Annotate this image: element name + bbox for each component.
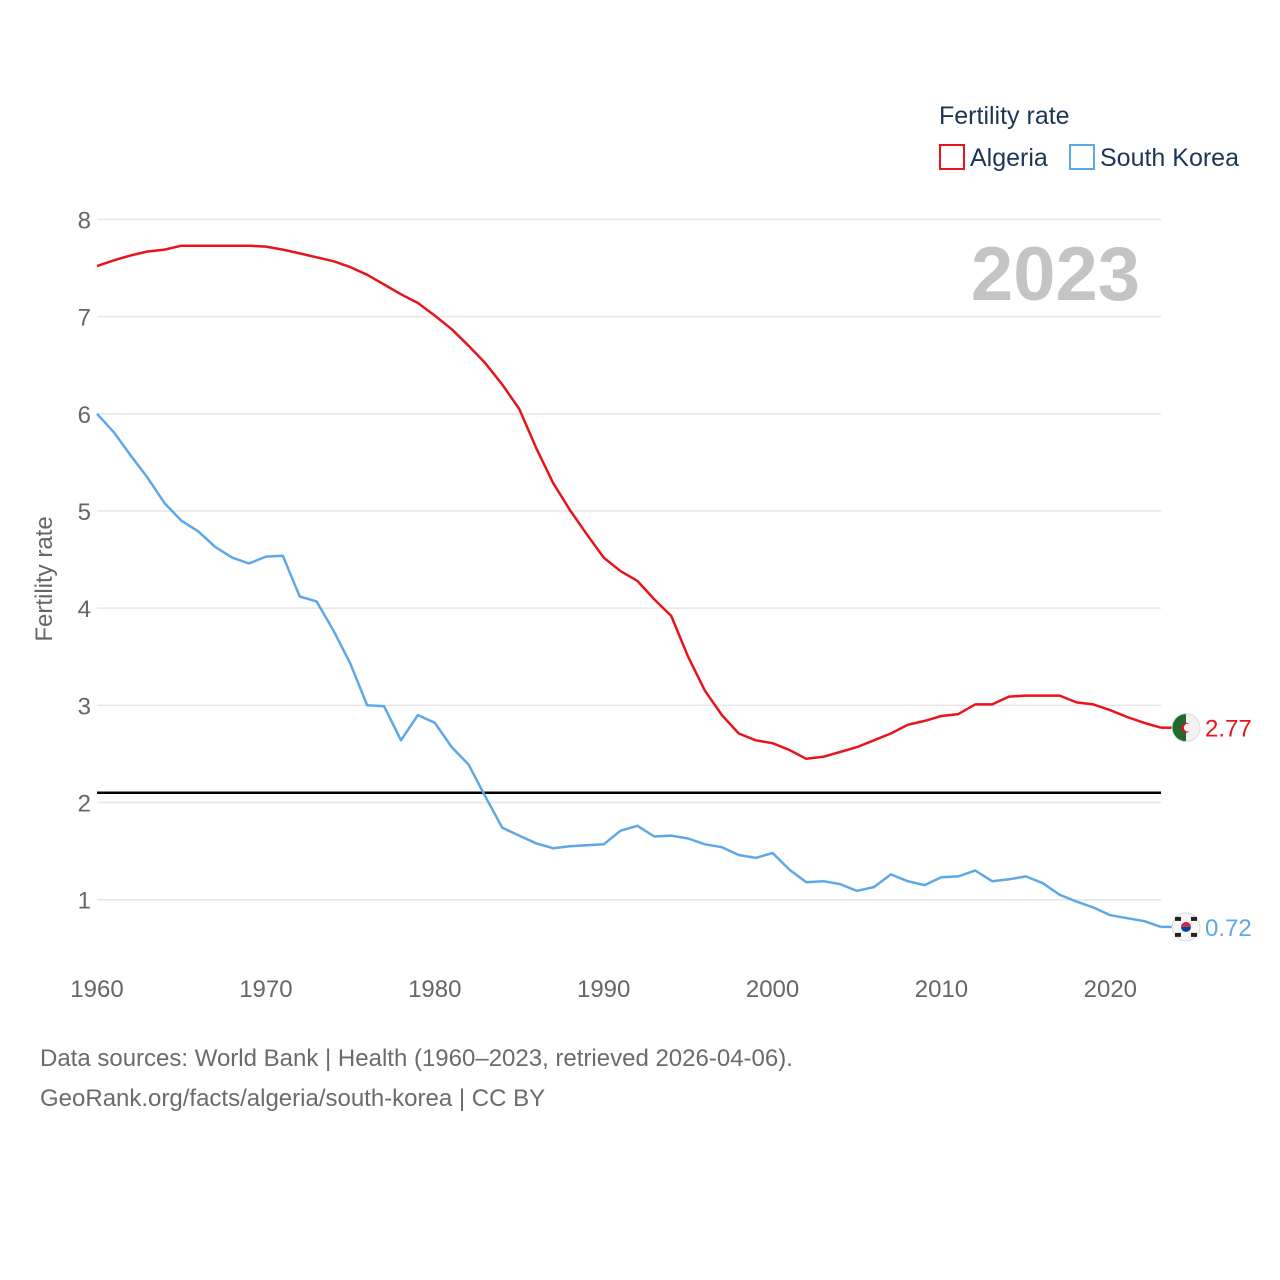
x-tick-label: 1960 (70, 976, 123, 1003)
y-tick-label: 2 (78, 791, 91, 818)
legend-swatch-south-korea (1069, 144, 1095, 170)
end-markers: 2.77 0.72 (1161, 713, 1252, 942)
data-source-note: Data sources: World Bank | Health (1960–… (40, 1045, 793, 1072)
south-korea-end-label: 0.72 (1205, 915, 1252, 942)
grid-lines (97, 218, 1161, 901)
x-tick-label: 2020 (1084, 976, 1137, 1003)
y-axis: 1 2 3 4 5 6 7 8 (78, 207, 91, 914)
y-tick-label: 5 (78, 499, 91, 526)
y-tick-label: 7 (78, 305, 91, 332)
y-tick-label: 4 (78, 596, 91, 623)
legend-title: Fertility rate (939, 102, 1070, 130)
y-tick-label: 8 (78, 207, 91, 234)
legend: Fertility rate Algeria South Korea (939, 102, 1239, 172)
y-axis-title: Fertility rate (31, 516, 58, 641)
legend-swatch-algeria (939, 144, 965, 170)
x-tick-label: 1970 (239, 976, 292, 1003)
source-link[interactable]: GeoRank.org/facts/algeria/south-korea | … (40, 1085, 546, 1112)
y-tick-label: 6 (78, 402, 91, 429)
y-tick-label: 1 (78, 888, 91, 915)
legend-label-south-korea: South Korea (1100, 144, 1239, 172)
legend-label-algeria: Algeria (970, 144, 1048, 172)
y-tick-label: 3 (78, 693, 91, 720)
x-tick-label: 1980 (408, 976, 461, 1003)
south-korea-flag-icon (1171, 912, 1201, 942)
algeria-line (96, 244, 1162, 761)
year-label: 2023 (971, 232, 1140, 317)
algeria-flag-icon (1171, 713, 1201, 743)
x-tick-label: 2000 (746, 976, 799, 1003)
algeria-end-label: 2.77 (1205, 716, 1252, 743)
x-tick-label: 2010 (915, 976, 968, 1003)
south-korea-line (96, 412, 1162, 929)
x-axis: 1960 1970 1980 1990 2000 2010 2020 (70, 976, 1137, 1003)
x-tick-label: 1990 (577, 976, 630, 1003)
series-lines (96, 244, 1162, 929)
